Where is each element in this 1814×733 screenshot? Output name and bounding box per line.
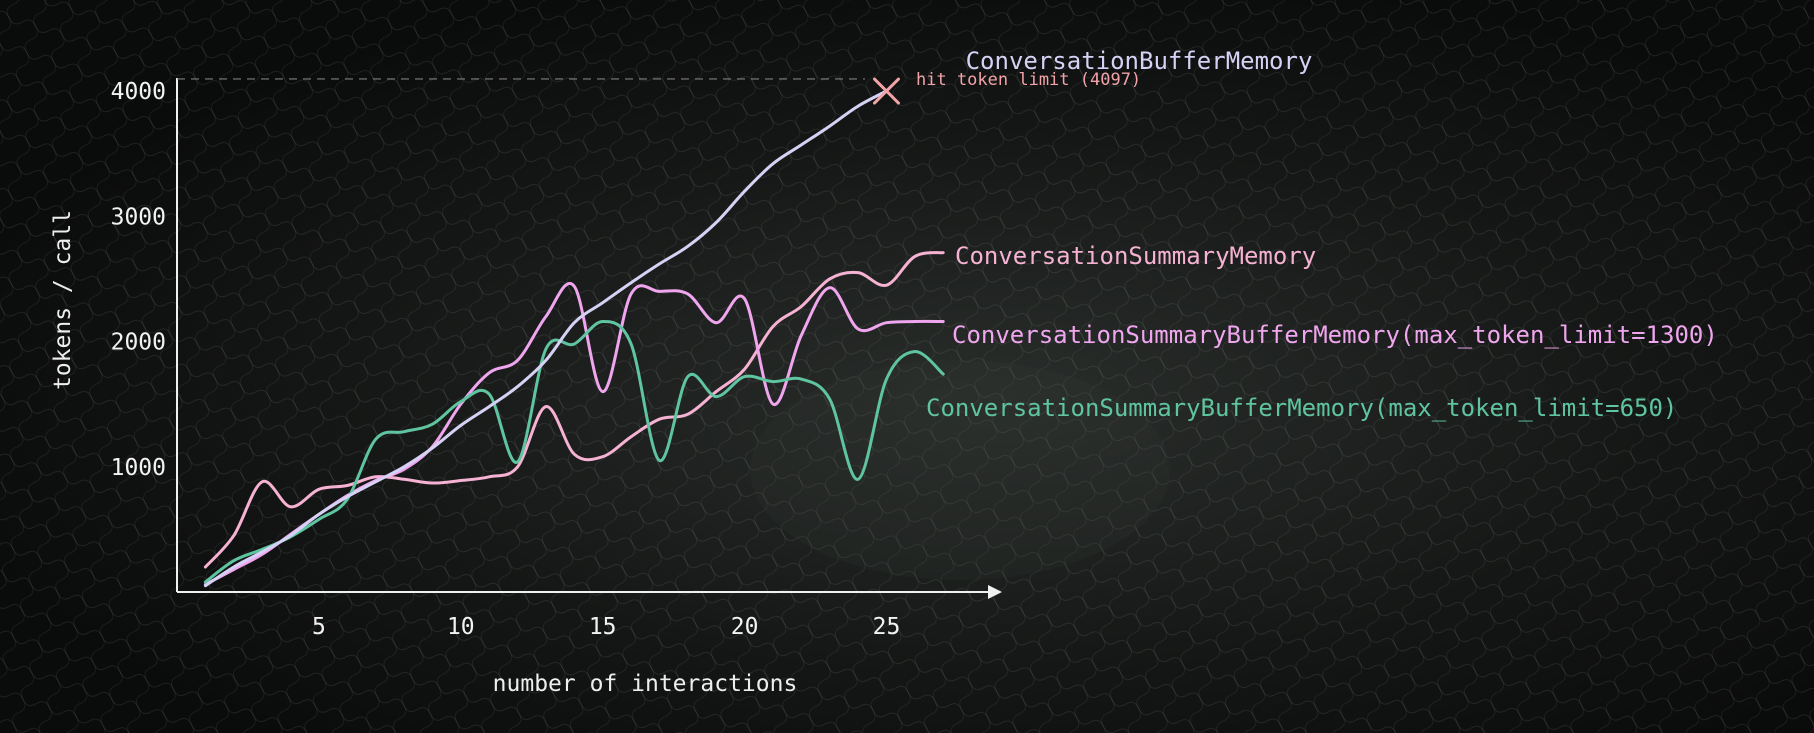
limit-marker — [872, 77, 900, 105]
x-tick-label: 20 — [731, 614, 759, 640]
series-label: ConversationSummaryMemory — [955, 242, 1316, 270]
x-tick-label: 5 — [312, 614, 326, 640]
series-label: ConversationBufferMemory — [966, 47, 1313, 75]
series-line — [203, 251, 945, 569]
y-tick-label: 2000 — [111, 330, 166, 356]
y-tick-label: 3000 — [111, 204, 166, 230]
axis-ticks: 5 10 15 20 25 1000 2000 3000 4000 number of inter… — [50, 79, 900, 697]
series-lines — [203, 89, 945, 588]
x-axis-arrow — [988, 585, 1002, 599]
series-line — [203, 89, 888, 588]
x-axis-title: number of interactions — [493, 671, 798, 697]
y-tick-label: 4000 — [111, 79, 166, 105]
series-line — [203, 319, 945, 584]
x-tick-label: 25 — [873, 614, 901, 640]
token-limit-label: hit token limit (4097) — [916, 70, 1141, 90]
x-tick-label: 15 — [589, 614, 617, 640]
series-label: ConversationSummaryBufferMemory(max_toke… — [952, 321, 1718, 349]
y-axis-title: tokens / call — [50, 210, 76, 390]
series-labels: ConversationBufferMemory ConversationSumm… — [926, 47, 1718, 422]
axes — [176, 78, 1002, 599]
token-limit-annotation: hit token limit (4097) — [177, 70, 1141, 105]
series-label: ConversationSummaryBufferMemory(max_toke… — [926, 394, 1677, 422]
y-tick-label: 1000 — [111, 455, 166, 481]
x-tick-label: 10 — [447, 614, 475, 640]
